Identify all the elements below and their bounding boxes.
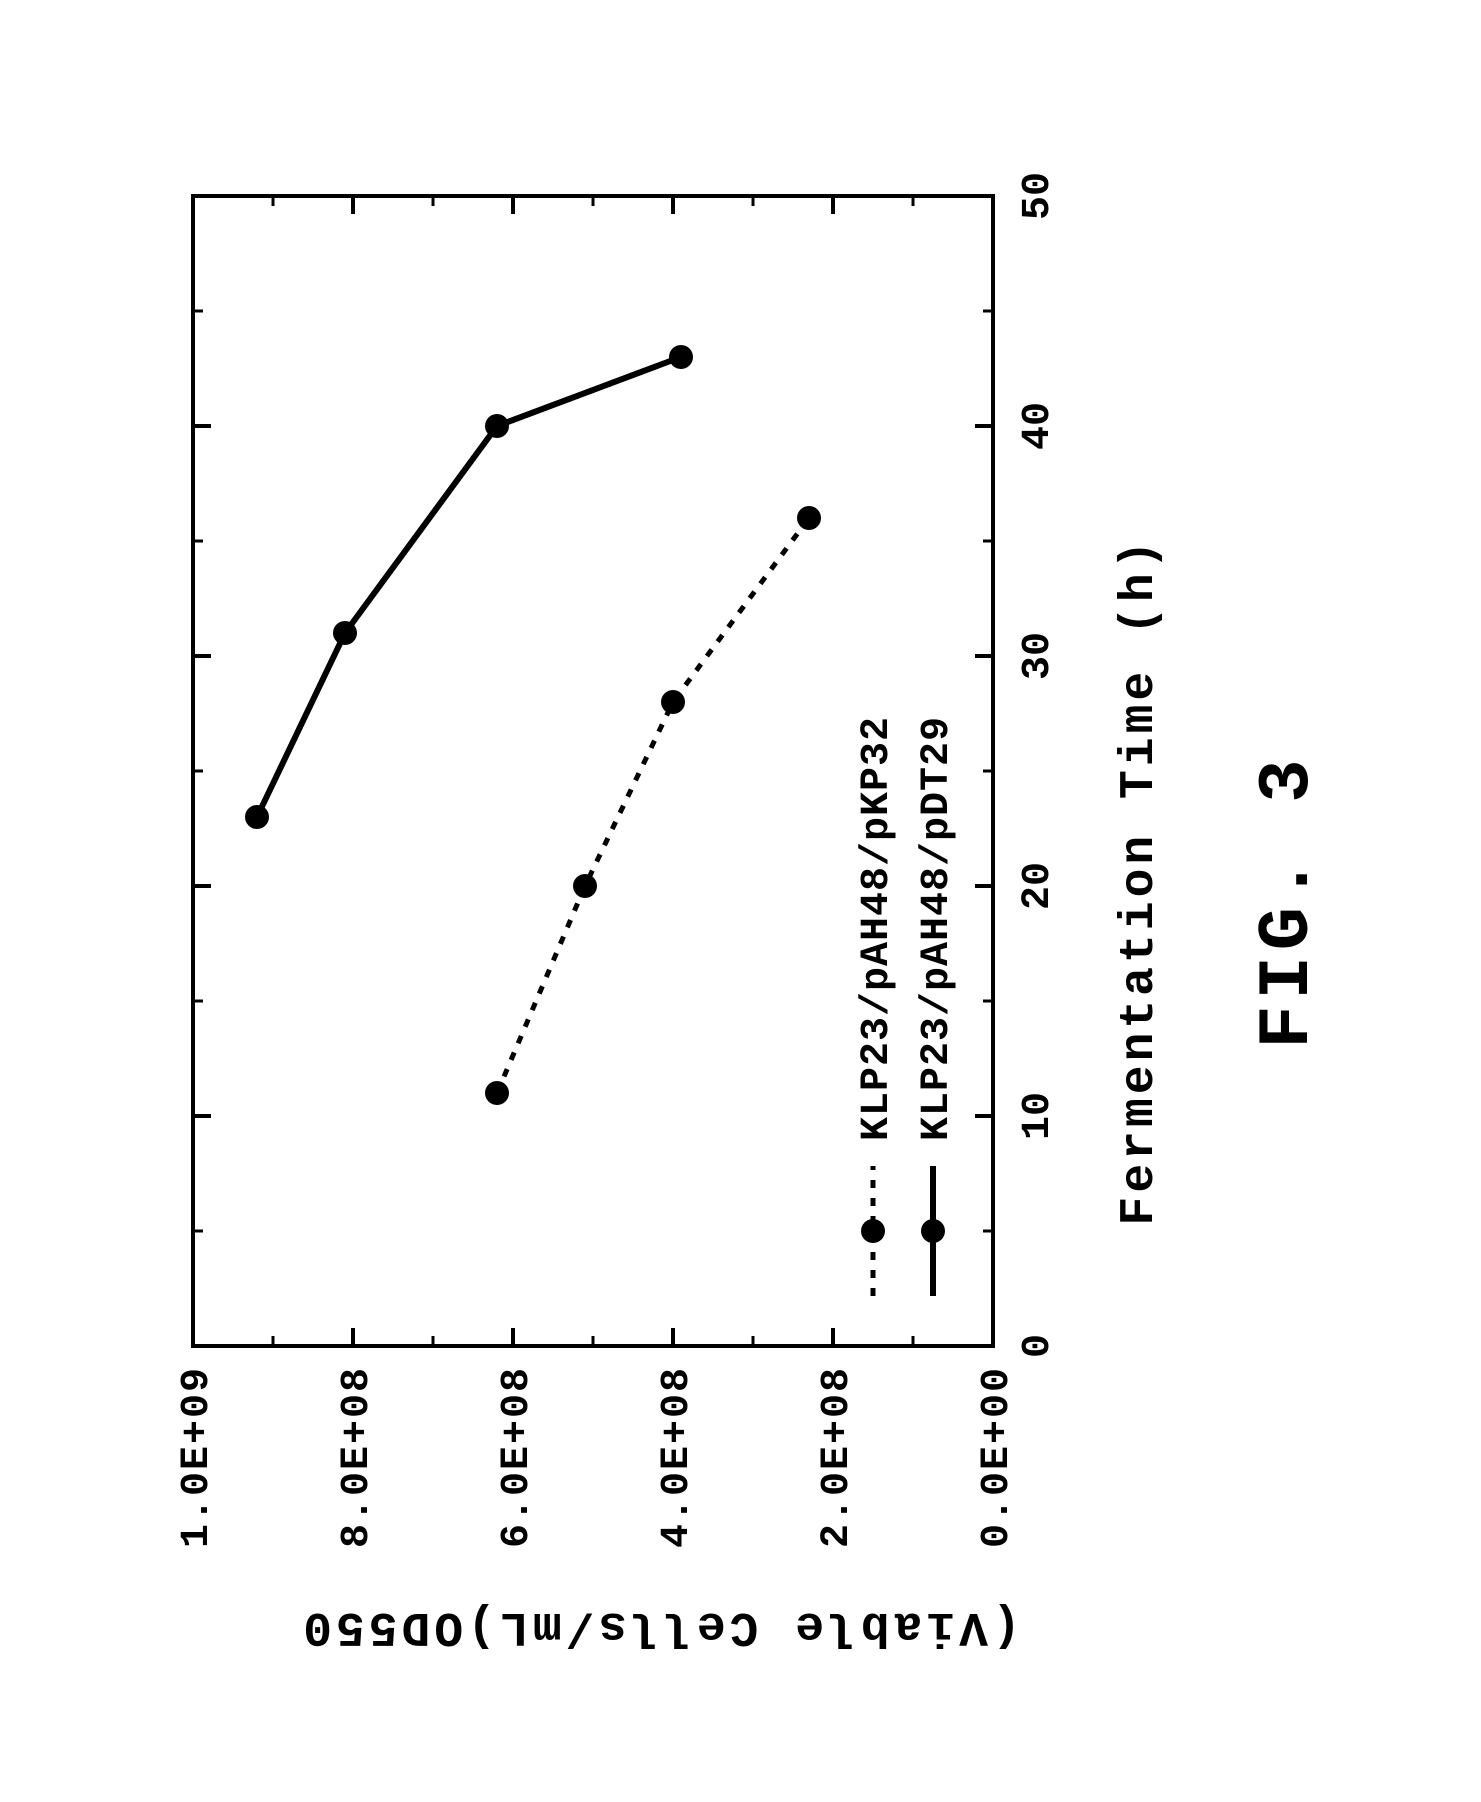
svg-text:0.0E+00: 0.0E+00 — [975, 1366, 1020, 1548]
chart-wrapper: (Viable Cells/mL)OD550 010203040500.0E+0… — [153, 156, 1167, 1646]
svg-text:0: 0 — [1016, 1334, 1061, 1358]
svg-text:1.0E+09: 1.0E+09 — [175, 1366, 220, 1548]
chart-svg: 0 10 20 30 40 50 0.0E+00 2.0E+08 4.0E+08 6.0E+08 8… — [153, 156, 1093, 1606]
svg-text:50: 50 — [1016, 172, 1061, 220]
figure-caption: FIG. 3 — [1247, 753, 1329, 1048]
svg-text:4.0E+08: 4.0E+08 — [655, 1366, 700, 1548]
svg-text:10: 10 — [1016, 1092, 1061, 1140]
y-axis-label: (Viable Cells/mL)OD550 — [640, 1599, 680, 1653]
svg-text:8.0E+08: 8.0E+08 — [335, 1366, 380, 1548]
svg-text:30: 30 — [1016, 632, 1061, 680]
svg-text:KLP23/pAH48/pDT29: KLP23/pAH48/pDT29 — [915, 716, 960, 1141]
svg-text:2.0E+08: 2.0E+08 — [815, 1366, 860, 1548]
svg-text:6.0E+08: 6.0E+08 — [495, 1366, 540, 1548]
figure-page: (Viable Cells/mL)OD550 010203040500.0E+0… — [153, 156, 1329, 1646]
svg-text:20: 20 — [1016, 862, 1061, 910]
svg-text:40: 40 — [1016, 402, 1061, 450]
chart-area: 0 10 20 30 40 50 0.0E+00 2.0E+08 4.0E+08 6.0E+08 8… — [153, 156, 1167, 1606]
svg-text:KLP23/pAH48/pKP32: KLP23/pAH48/pKP32 — [855, 716, 900, 1141]
x-axis-label: Fermentation Time (h) — [1113, 156, 1167, 1606]
